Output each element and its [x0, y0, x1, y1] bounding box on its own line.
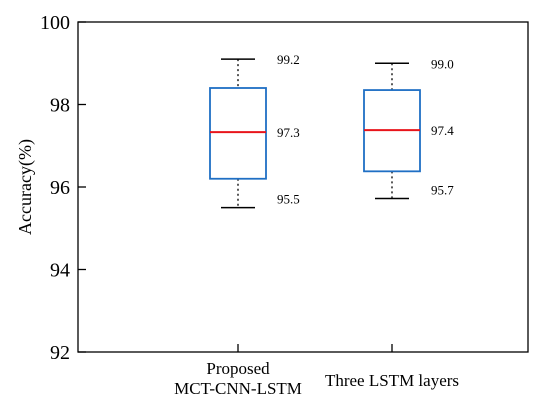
y-axis-label: Accuracy(%) [15, 139, 36, 235]
box-series: 99.2 97.3 95.5 99.0 97.4 95.7 [209, 52, 454, 209]
y-axis: 92 94 96 98 100 [40, 12, 86, 364]
box-iqr [209, 87, 267, 180]
y-tick-label: 94 [50, 260, 70, 282]
y-tick-label: 92 [50, 342, 70, 364]
x-category-label: Three LSTM layers [325, 371, 459, 390]
y-tick-label: 98 [50, 95, 70, 117]
data-label-min: 95.7 [431, 183, 454, 198]
data-label-min: 95.5 [277, 192, 300, 207]
data-label-max: 99.0 [431, 56, 454, 71]
data-label-median: 97.3 [277, 125, 300, 140]
data-label-max: 99.2 [277, 52, 300, 67]
x-category-label: Proposed MCT-CNN-LSTM [174, 359, 302, 398]
y-tick-label: 96 [50, 177, 70, 199]
data-label-median: 97.4 [431, 123, 454, 138]
x-axis: Proposed MCT-CNN-LSTM Three LSTM layers [174, 344, 459, 398]
y-tick-label: 100 [40, 12, 70, 34]
plot-frame [77, 21, 529, 353]
